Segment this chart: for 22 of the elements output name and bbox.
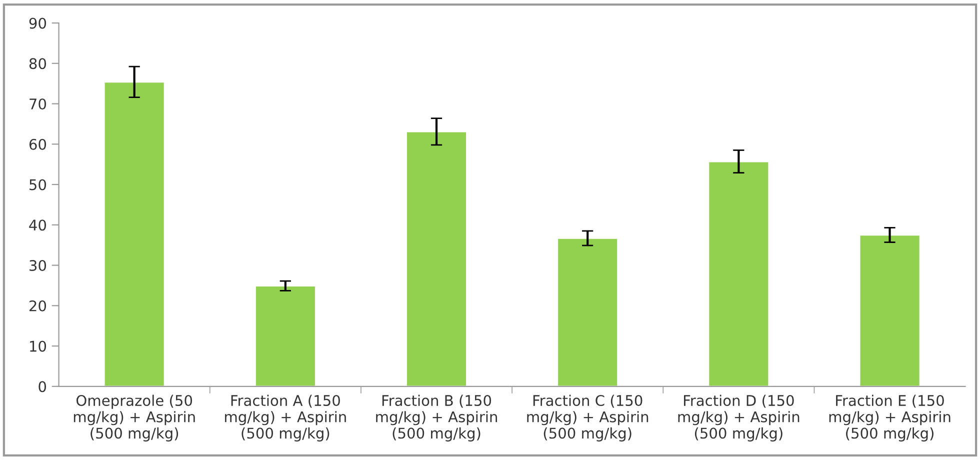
- y-tick-label: 50: [30, 179, 46, 190]
- y-tick-label: 30: [30, 260, 46, 272]
- x-tick-label: Omeprazole (50 mg/kg) + Aspirin (500 mg/kg): [74, 394, 195, 442]
- bar: [254, 285, 316, 386]
- x-tick-label: Fraction E (150 mg/kg) + Aspirin (500 mg/kg): [829, 394, 950, 442]
- y-tick-label: 70: [30, 98, 46, 110]
- bar: [858, 234, 921, 386]
- x-tick-label: Fraction B (150 mg/kg) + Aspirin (500 mg/kg): [376, 394, 497, 442]
- y-tick-label: 20: [30, 300, 46, 312]
- x-tick-label: Fraction D (150 mg/kg) + Aspirin (500 mg/kg): [678, 394, 800, 442]
- y-tick-label: 10: [30, 340, 46, 352]
- y-tick-label: 40: [29, 220, 46, 231]
- x-tick-label: Fraction C (150 mg/kg) + Aspirin (500 mg/kg): [527, 394, 648, 442]
- y-tick-label: 90: [29, 18, 46, 29]
- bar: [103, 81, 166, 386]
- y-tick-label: 60: [29, 138, 46, 150]
- x-tick-label: Fraction A (150 mg/kg) + Aspirin (500 mg/kg): [225, 394, 346, 442]
- bar: [708, 160, 770, 386]
- y-tick-label: 80: [29, 58, 46, 70]
- y-tick-label: 0: [38, 381, 46, 392]
- bar: [406, 130, 468, 386]
- bar: [556, 238, 619, 386]
